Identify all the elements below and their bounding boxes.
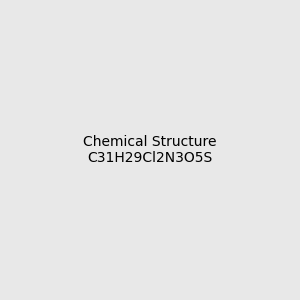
Text: Chemical Structure
C31H29Cl2N3O5S: Chemical Structure C31H29Cl2N3O5S	[83, 135, 217, 165]
